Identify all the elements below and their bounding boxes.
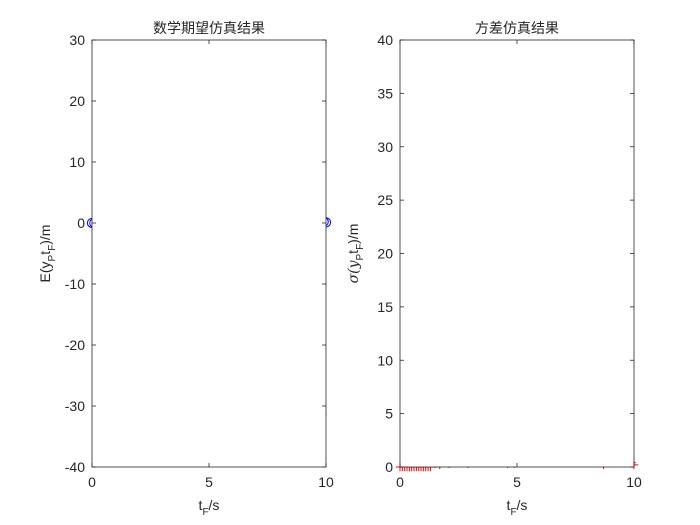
y-axis-label-mid: t <box>345 250 361 254</box>
y-tick-label: 10 <box>69 154 85 170</box>
x-axis-label-base: t <box>199 497 203 513</box>
y-tick-label: 25 <box>377 192 393 208</box>
y-axis-label-mid: t <box>37 251 53 255</box>
y-tick-label: 0 <box>385 459 393 475</box>
y-axis-label-suffix: )/m <box>345 224 361 244</box>
x-axis-label-sub: F <box>510 507 516 518</box>
y-axis-label: E(yPtF)/m <box>37 225 58 283</box>
y-tick-label: 20 <box>69 93 85 109</box>
expectation-subplot: 0 5 10-40-30-20-100102030数学期望仿真结果tF/sE(yPt… <box>37 21 334 518</box>
y-tick-label: 10 <box>377 352 393 368</box>
x-axis-label: tF/s <box>507 497 528 518</box>
y-tick-label: 30 <box>377 139 393 155</box>
x-tick-label: 10 <box>318 474 334 490</box>
y-tick-label: 40 <box>377 32 393 48</box>
x-axis-label-rest: /s <box>517 497 528 513</box>
x-axis-label-rest: /s <box>209 497 220 513</box>
x-axis-label: tF/s <box>199 497 220 518</box>
y-tick-label: -30 <box>65 398 85 414</box>
axes-frame <box>91 39 327 468</box>
y-axis-label-sub2: F <box>355 244 366 250</box>
chart-title: 方差仿真结果 <box>475 21 559 37</box>
x-tick-label: 0 <box>88 474 96 490</box>
x-tick-label: 0 <box>396 474 404 490</box>
y-tick-label: 35 <box>377 85 393 101</box>
y-tick-label: 0 <box>77 215 85 231</box>
x-tick-label: 10 <box>626 474 642 490</box>
x-tick-label: 5 <box>513 474 521 490</box>
y-axis-label: σ(yPtF)/m <box>345 224 366 284</box>
axes-frame <box>399 39 635 468</box>
y-tick-label: 20 <box>377 246 393 262</box>
y-axis-label-sub1: P <box>47 254 58 261</box>
y-tick-label: -10 <box>65 276 85 292</box>
y-tick-label: 5 <box>385 406 393 422</box>
x-axis-label-base: t <box>507 497 511 513</box>
y-tick-label: -20 <box>65 337 85 353</box>
y-tick-label: 15 <box>377 299 393 315</box>
x-tick-label: 5 <box>205 474 213 490</box>
x-axis-label-sub: F <box>202 507 208 518</box>
chart-title: 数学期望仿真结果 <box>153 21 265 37</box>
y-axis-label-prefix: σ(y <box>346 259 362 283</box>
y-tick-label: -40 <box>65 459 85 475</box>
y-tick-label: 30 <box>69 32 85 48</box>
y-axis-label-sub2: F <box>47 245 58 251</box>
y-axis-label-sub1: P <box>355 253 366 260</box>
y-axis-label-prefix: E(y <box>37 261 53 282</box>
y-axis-label-suffix: )/m <box>37 225 53 245</box>
